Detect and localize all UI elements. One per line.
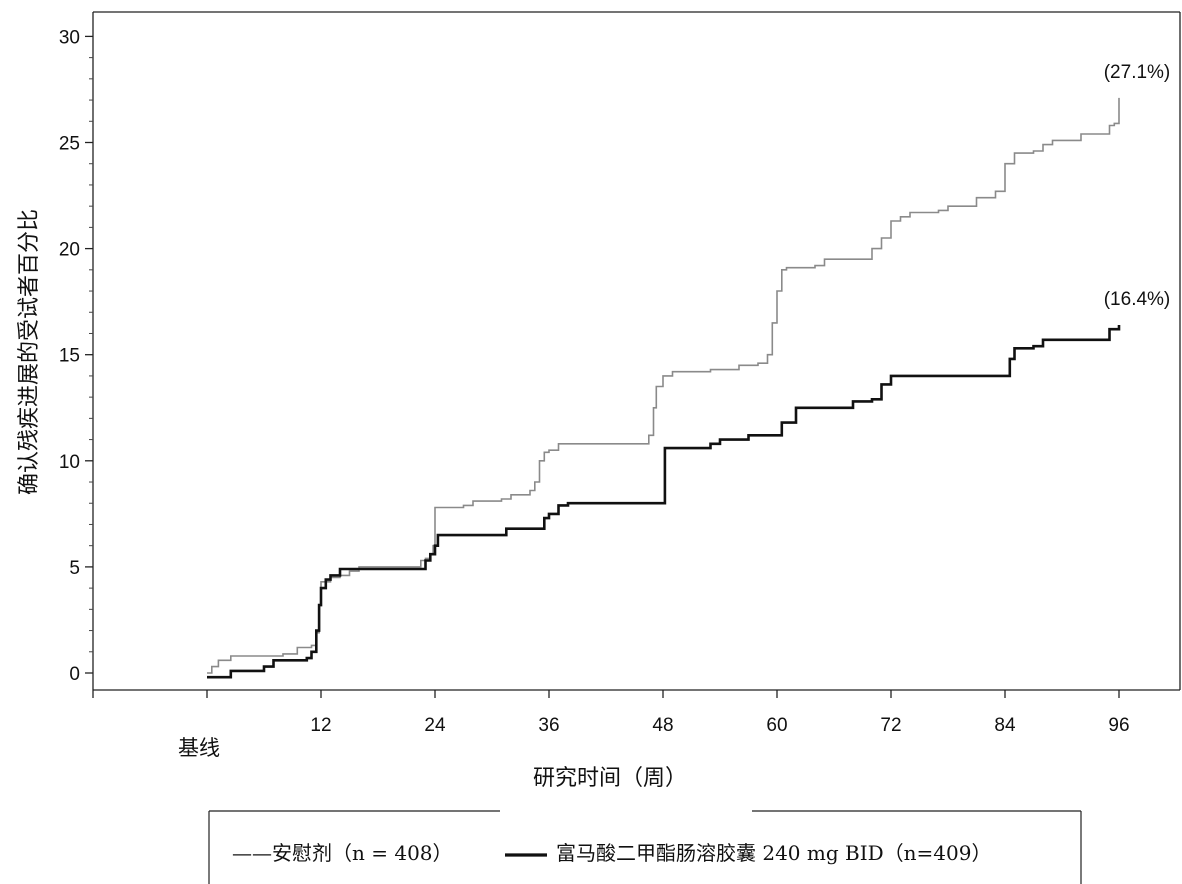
- y-tick-label: 0: [69, 664, 80, 685]
- y-tick-label: 10: [59, 452, 80, 473]
- y-axis-ticks: 0 5 10 15 20 25 30: [59, 27, 93, 685]
- y-tick-label: 25: [59, 134, 80, 155]
- x-tick-label: 72: [880, 715, 901, 736]
- x-tick-label: 48: [652, 715, 673, 736]
- series-line-placebo: [207, 97, 1120, 674]
- series-layer: [207, 97, 1121, 679]
- end-labels: (27.1%) (16.4%): [1104, 62, 1171, 310]
- y-tick-label: 30: [59, 27, 80, 48]
- y-tick-label: 20: [59, 240, 80, 261]
- plot-frame: [92, 11, 1181, 691]
- x-tick-label: 12: [310, 715, 331, 736]
- legend-item-treatment: 富马酸二甲酯肠溶胶囊 240 mg BID（n=409）: [556, 841, 991, 865]
- x-tick-label: 96: [1108, 715, 1129, 736]
- x-tick-label: 84: [994, 715, 1016, 736]
- y-tick-label: 5: [69, 558, 80, 579]
- legend-item-placebo: ——安慰剂（n = 408）: [232, 841, 453, 865]
- x-axis-title: 研究时间（周）: [533, 766, 687, 791]
- x-tick-label: 36: [538, 715, 559, 736]
- series-line-treatment: [207, 325, 1121, 679]
- x-tick-label: 24: [424, 715, 446, 736]
- y-tick-label: 15: [59, 346, 80, 367]
- x-axis-ticks: 12 24 36 48 60 72 84 96: [92, 690, 1130, 736]
- end-label-treatment: (16.4%): [1104, 289, 1171, 310]
- end-label-placebo: (27.1%): [1104, 62, 1171, 83]
- legend: ——安慰剂（n = 408） 富马酸二甲酯肠溶胶囊 240 mg BID（n=4…: [208, 810, 1082, 884]
- legend-border: [208, 810, 1082, 884]
- x-tick-label: 60: [766, 715, 787, 736]
- x-baseline-label: 基线: [178, 736, 220, 760]
- y-axis-title: 确认残疾进展的受试者百分比: [17, 209, 42, 495]
